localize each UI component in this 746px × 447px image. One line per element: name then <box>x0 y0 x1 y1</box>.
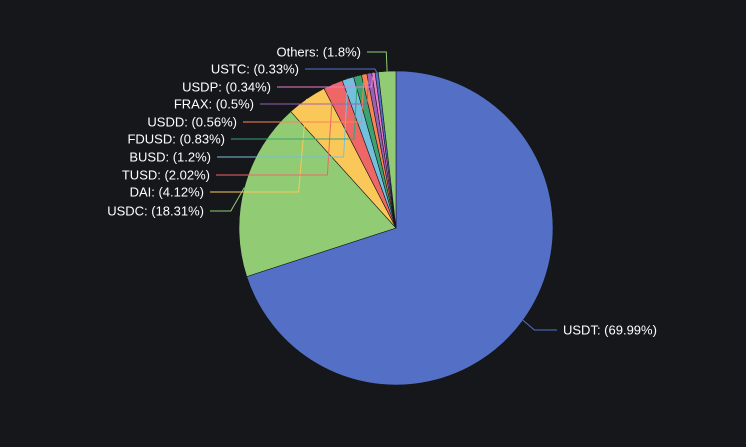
slice-label-fdusd: FDUSD: (0.83%) <box>127 132 225 147</box>
slice-label-others: Others: (1.8%) <box>276 45 361 60</box>
leader-line-usdd <box>243 74 365 123</box>
slice-labels: USDT: (69.99%) USDC: (18.31%) DAI: (4.12%)… <box>107 45 657 338</box>
leader-line-ustc <box>305 68 378 73</box>
leader-line-usdp <box>277 72 374 88</box>
leader-line-usdc <box>210 187 245 212</box>
slice-label-busd: BUSD: (1.2%) <box>129 150 211 165</box>
leader-line-tusd <box>216 84 334 176</box>
leader-line-busd <box>217 78 349 158</box>
leader-line-fdusd <box>231 75 358 140</box>
pie-slices <box>238 70 554 386</box>
leader-line-usdt <box>522 319 557 331</box>
slice-label-usdp: USDP: (0.34%) <box>182 80 271 95</box>
pie-slice-usdt[interactable] <box>246 70 554 386</box>
slice-label-usdc: USDC: (18.31%) <box>107 204 204 219</box>
leader-line-frax <box>260 73 370 105</box>
leader-line-others <box>367 51 388 72</box>
slice-label-tusd: TUSD: (2.02%) <box>122 168 210 183</box>
slice-label-ustc: USTC: (0.33%) <box>211 62 299 77</box>
label-leader-lines <box>210 51 557 331</box>
slice-label-usdt: USDT: (69.99%) <box>563 323 657 338</box>
slice-label-frax: FRAX: (0.5%) <box>174 97 254 112</box>
slice-label-usdd: USDD: (0.56%) <box>147 115 237 130</box>
leader-line-dai <box>210 98 308 193</box>
pie-slice-usdc[interactable] <box>238 111 397 277</box>
slice-label-dai: DAI: (4.12%) <box>130 185 204 200</box>
